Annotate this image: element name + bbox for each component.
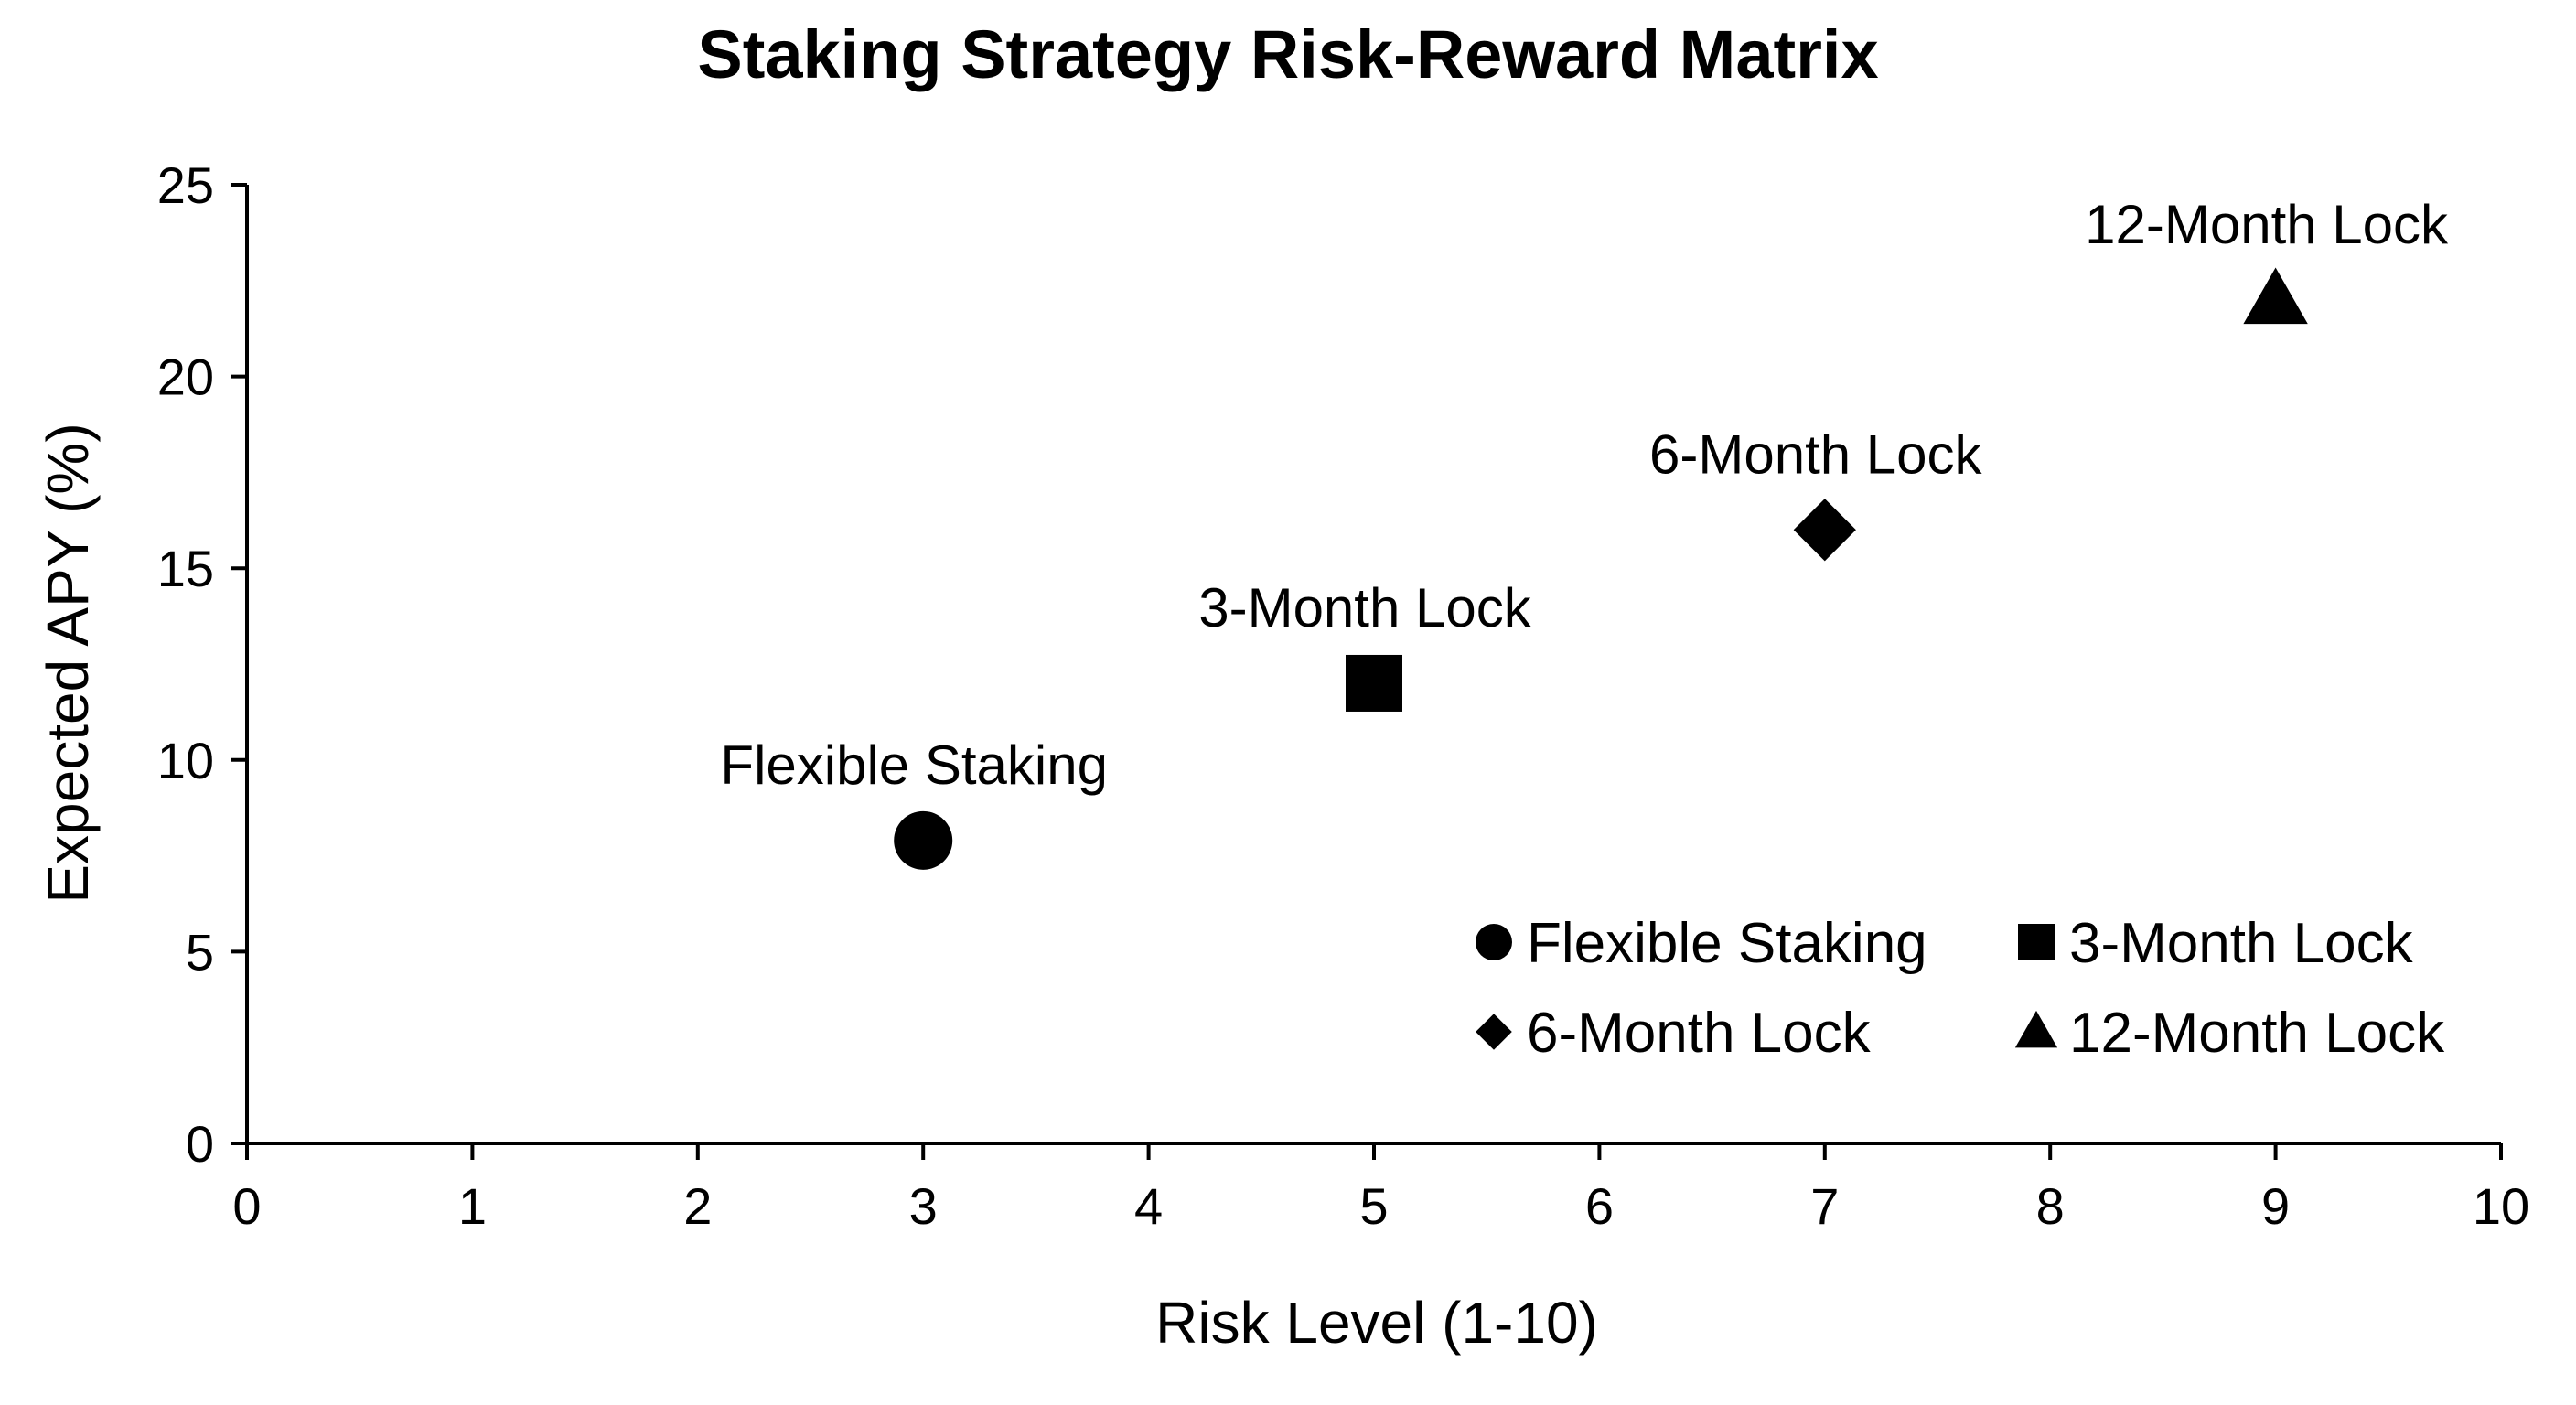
x-tick-label: 3 [909,1177,938,1235]
data-point-triangle [2243,267,2308,325]
y-tick-label: 0 [186,1115,214,1173]
x-tick-label: 6 [1585,1177,1614,1235]
legend: Flexible Staking 3-Month Lock 6-Month Lock… [1476,912,2445,1065]
legend-label: 3-Month Lock [2069,912,2414,975]
y-tick-label: 20 [157,349,214,406]
point-labels: Flexible Staking 3-Month Lock 6-Month Lock… [720,194,2449,796]
point-label: 3-Month Lock [1198,577,1532,638]
legend-label: 12-Month Lock [2069,1002,2445,1065]
x-tick-label: 4 [1134,1177,1163,1235]
x-tick-label: 8 [2036,1177,2065,1235]
x-tick-label: 5 [1359,1177,1388,1235]
data-point-circle [894,810,953,870]
data-point-diamond [1793,499,1856,562]
legend-marker-square [2018,924,2055,960]
y-tick-label: 15 [157,540,214,597]
chart-title: Staking Strategy Risk-Reward Matrix [697,16,1878,92]
point-label: 6-Month Lock [1649,424,1983,485]
x-tick-label: 7 [1810,1177,1839,1235]
legend-marker-circle [1476,924,1512,960]
legend-label: Flexible Staking [1527,912,1927,975]
x-tick-label: 2 [683,1177,712,1235]
y-tick-label: 5 [186,923,214,981]
data-point-square [1346,654,1402,712]
data-points [894,267,2308,870]
x-tick-label: 1 [458,1177,487,1235]
x-tick-label: 10 [2473,1177,2529,1235]
x-tick-label: 9 [2261,1177,2290,1235]
y-tick-label: 10 [157,732,214,789]
y-axis-label: Expected APY (%) [35,423,101,903]
y-axis-ticks: 0 5 10 15 20 25 [157,156,247,1173]
legend-label: 6-Month Lock [1527,1002,1872,1065]
x-axis-ticks: 0 1 2 3 4 5 6 7 8 9 10 [232,1143,2529,1235]
point-label: Flexible Staking [720,735,1108,796]
legend-marker-diamond [1476,1014,1512,1050]
y-tick-label: 25 [157,156,214,214]
point-label: 12-Month Lock [2085,194,2449,255]
legend-marker-triangle [2014,1010,2058,1048]
x-axis-label: Risk Level (1-10) [1155,1290,1598,1356]
x-tick-label: 0 [232,1177,261,1235]
